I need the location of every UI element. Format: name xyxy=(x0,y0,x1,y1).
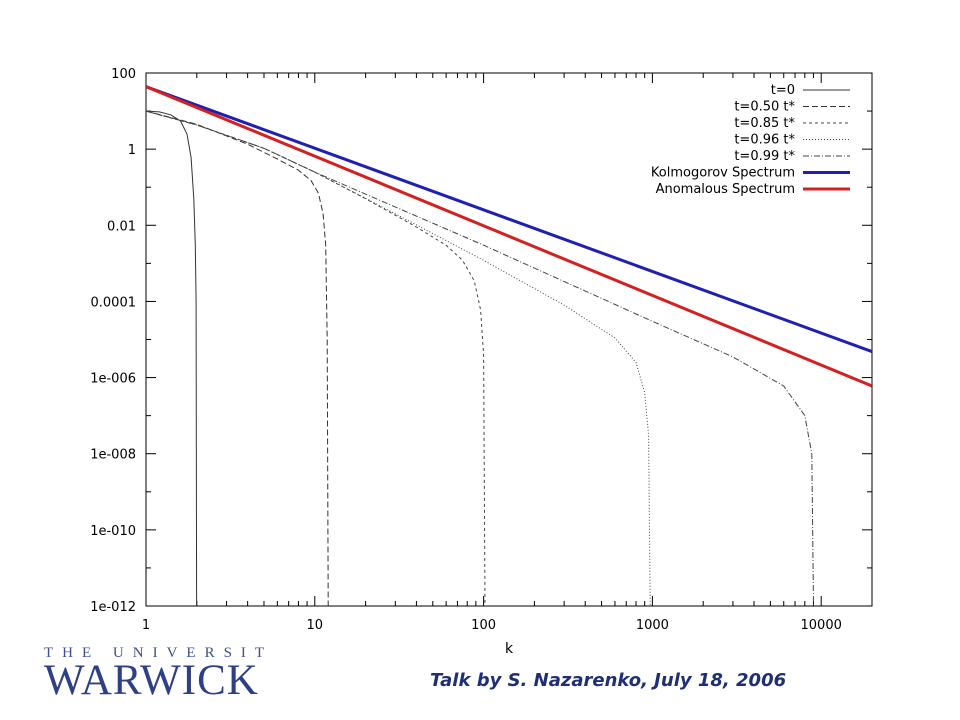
series-line-4 xyxy=(146,110,814,606)
legend-label: Kolmogorov Spectrum xyxy=(651,166,795,181)
series-line-3 xyxy=(146,110,651,606)
x-tick-label: 1000 xyxy=(636,618,669,633)
y-tick-label: 1 xyxy=(128,143,136,158)
talk-caption: Talk by S. Nazarenko, July 18, 2006 xyxy=(430,670,787,691)
series-group xyxy=(146,85,872,606)
y-tick-label: 1e-008 xyxy=(90,448,136,463)
legend-label: t=0 xyxy=(771,83,795,98)
university-logo: THE UNIVERSITY OF WARWICK xyxy=(44,638,264,708)
x-tick-label: 10 xyxy=(307,618,324,633)
y-tick-label: 100 xyxy=(111,67,136,82)
x-tick-label: 1 xyxy=(142,618,150,633)
y-tick-label: 0.0001 xyxy=(91,295,137,310)
legend-label: t=0.50 t* xyxy=(734,100,795,115)
x-tick-label: 10000 xyxy=(801,618,842,633)
series-line-1 xyxy=(146,110,329,606)
series-line-5 xyxy=(146,85,872,354)
legend-label: t=0.96 t* xyxy=(734,133,795,148)
y-tick-label: 0.01 xyxy=(107,219,136,234)
series-line-6 xyxy=(146,85,872,388)
legend-label: Anomalous Spectrum xyxy=(656,182,795,197)
logo-top-text: THE UNIVERSITY OF xyxy=(44,645,264,661)
legend-label: t=0.99 t* xyxy=(734,149,795,164)
y-tick-label: 1e-006 xyxy=(90,372,136,387)
axis-ticks: 1 10 100 1000 10000 100 1 0.01 0.0001 1e-006 1e-00… xyxy=(90,67,872,633)
legend: t=0 t=0.50 t*t=0.85 t* t=0.96 t*t=0.99 t* K… xyxy=(651,83,850,197)
series-line-2 xyxy=(146,110,486,606)
series-line-0 xyxy=(146,110,198,606)
x-axis-label: k xyxy=(505,641,514,657)
legend-label: t=0.85 t* xyxy=(734,116,795,131)
y-tick-label: 1e-012 xyxy=(90,600,136,615)
x-tick-label: 100 xyxy=(471,618,496,633)
y-tick-label: 1e-010 xyxy=(90,524,136,539)
logo-main-text: WARWICK xyxy=(44,657,259,704)
